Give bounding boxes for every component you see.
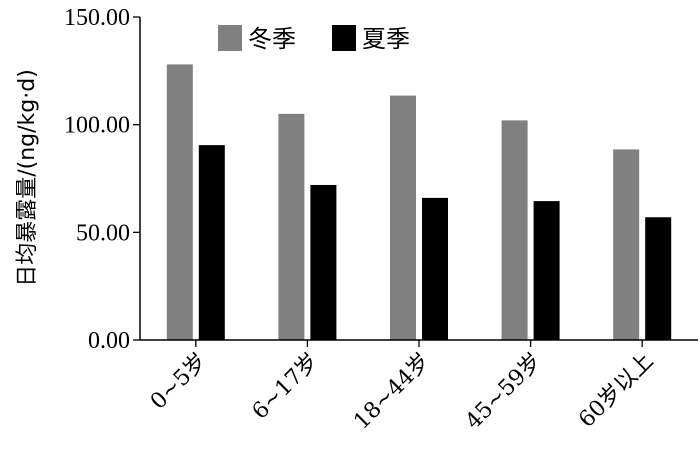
bar-summer-4 — [533, 201, 560, 340]
bar-winter-3 — [390, 95, 416, 340]
axes — [139, 17, 698, 347]
bar-summer-1 — [198, 145, 225, 340]
y-tick-label: 150.00 — [64, 5, 130, 31]
bar-summer-5 — [645, 217, 672, 340]
legend-label-winter: 冬季 — [248, 25, 296, 53]
x-category-label: 0~5岁 — [146, 349, 212, 415]
y-tick-label: 50.00 — [76, 220, 130, 246]
y-tick-label: 0.00 — [88, 328, 130, 354]
bar-summer-2 — [310, 184, 337, 340]
legend-swatch-winter — [218, 25, 242, 51]
legend-swatch-summer — [332, 25, 356, 51]
x-axis-category-labels: 0~5岁 6~17岁 18~44岁 45~59岁 60岁以上 — [146, 349, 658, 435]
legend-label-summer: 夏季 — [362, 25, 410, 53]
bar-summer-3 — [422, 197, 448, 340]
bar-winter-5 — [613, 149, 640, 340]
bars — [166, 64, 672, 341]
bar-winter-1 — [166, 64, 193, 340]
bar-winter-2 — [278, 113, 305, 341]
x-category-label: 60岁以上 — [574, 349, 658, 433]
x-category-label: 45~59岁 — [461, 349, 547, 435]
y-axis-ticks: 0.00 50.00 100.00 150.00 — [64, 5, 140, 354]
y-tick-label: 100.00 — [64, 113, 130, 139]
y-axis-title: 日均暴露量/(ng/kg·d) — [15, 69, 40, 287]
x-category-label: 6~17岁 — [248, 349, 324, 425]
x-category-label: 18~44岁 — [349, 349, 435, 435]
legend: 冬季 夏季 — [218, 25, 410, 53]
bar-winter-4 — [501, 120, 528, 340]
